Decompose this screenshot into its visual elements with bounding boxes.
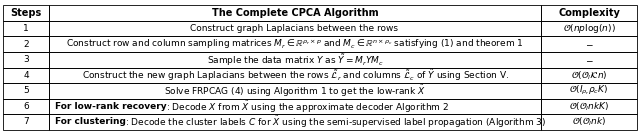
Bar bbox=[49, 21, 541, 36]
Text: $\mathcal{O}(I_{\rho_r} \rho_c K)$: $\mathcal{O}(I_{\rho_r} \rho_c K)$ bbox=[570, 84, 609, 97]
Text: For low-rank recovery: For low-rank recovery bbox=[54, 102, 166, 111]
Bar bbox=[541, 114, 637, 130]
Bar bbox=[541, 68, 637, 83]
Text: : Decode $X$ from $\hat{X}$ using the approximate decoder Algorithm 2: : Decode $X$ from $\hat{X}$ using the ap… bbox=[166, 98, 449, 115]
Bar bbox=[541, 36, 637, 52]
Text: Complexity: Complexity bbox=[558, 8, 620, 18]
Bar bbox=[3, 114, 49, 130]
Bar bbox=[49, 68, 541, 83]
Text: $\mathcal{O}(np\log(n))$: $\mathcal{O}(np\log(n))$ bbox=[563, 22, 615, 35]
Bar bbox=[49, 5, 541, 21]
Text: 1: 1 bbox=[24, 24, 29, 33]
Bar bbox=[541, 83, 637, 99]
Bar bbox=[49, 114, 541, 130]
Bar bbox=[3, 99, 49, 114]
Text: 2: 2 bbox=[24, 40, 29, 49]
Text: $-$: $-$ bbox=[585, 40, 593, 49]
Text: Sample the data matrix $Y$ as $\tilde{Y} = M_r Y M_c$: Sample the data matrix $Y$ as $\tilde{Y}… bbox=[207, 52, 384, 68]
Text: $\mathcal{O}(\mathcal{O}_l nk)$: $\mathcal{O}(\mathcal{O}_l nk)$ bbox=[572, 116, 606, 128]
Bar bbox=[49, 36, 541, 52]
Bar bbox=[541, 5, 637, 21]
Bar bbox=[3, 68, 49, 83]
Text: 7: 7 bbox=[24, 117, 29, 126]
Bar bbox=[49, 52, 541, 68]
Text: The Complete CPCA Algorithm: The Complete CPCA Algorithm bbox=[212, 8, 379, 18]
Bar bbox=[3, 52, 49, 68]
Bar bbox=[541, 52, 637, 68]
Bar bbox=[49, 99, 541, 114]
Text: 5: 5 bbox=[24, 86, 29, 95]
Text: $\mathcal{O}(\mathcal{O}_l nkK)$: $\mathcal{O}(\mathcal{O}_l nkK)$ bbox=[569, 100, 609, 113]
Text: For clustering: For clustering bbox=[54, 117, 125, 126]
Text: 3: 3 bbox=[24, 55, 29, 64]
Text: $\mathcal{O}(\mathcal{O}_l \mathcal{K} n)$: $\mathcal{O}(\mathcal{O}_l \mathcal{K} n… bbox=[571, 69, 607, 82]
Bar bbox=[541, 21, 637, 36]
Text: Construct row and column sampling matrices $M_r \in \mathbb{R}^{\rho_r \times p}: Construct row and column sampling matric… bbox=[67, 37, 524, 51]
Text: $-$: $-$ bbox=[585, 55, 593, 64]
Text: 6: 6 bbox=[24, 102, 29, 111]
Text: 4: 4 bbox=[24, 71, 29, 80]
Text: : Decode the cluster labels $C$ for $\hat{X}$ using the semi-supervised label pr: : Decode the cluster labels $C$ for $\ha… bbox=[125, 114, 547, 130]
Bar bbox=[3, 21, 49, 36]
Bar bbox=[3, 36, 49, 52]
Bar bbox=[3, 5, 49, 21]
Bar bbox=[541, 99, 637, 114]
Text: Construct the new graph Laplacians between the rows $\tilde{\mathcal{L}}_r$ and : Construct the new graph Laplacians betwe… bbox=[81, 67, 509, 83]
Bar bbox=[49, 83, 541, 99]
Text: Solve FRPCAG (4) using Algorithm 1 to get the low-rank $\hat{X}$: Solve FRPCAG (4) using Algorithm 1 to ge… bbox=[164, 82, 426, 99]
Bar bbox=[3, 83, 49, 99]
Text: Steps: Steps bbox=[11, 8, 42, 18]
Text: Construct graph Laplacians between the rows: Construct graph Laplacians between the r… bbox=[190, 24, 401, 33]
